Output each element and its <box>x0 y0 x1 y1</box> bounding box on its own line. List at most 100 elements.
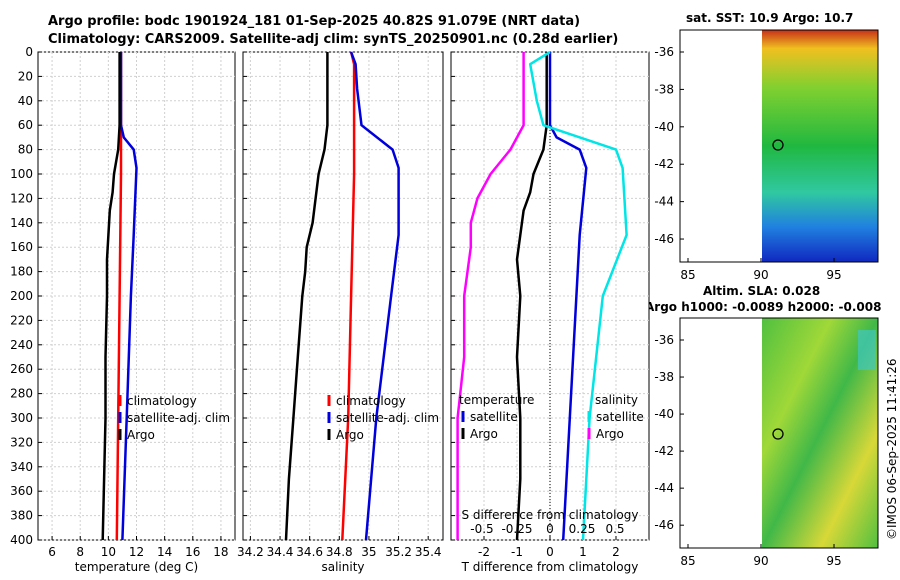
map-lat-label: -40 <box>654 120 674 134</box>
x-tick-label: 35.4 <box>415 545 442 559</box>
sla-map-title-1: Altim. SLA: 0.028 <box>703 284 821 298</box>
y-tick-label: 40 <box>18 94 33 108</box>
x-tick-label: -2 <box>478 545 490 559</box>
x-tick-label: 16 <box>185 545 200 559</box>
y-tick-label: 300 <box>10 411 33 425</box>
sst-map-title: sat. SST: 10.9 Argo: 10.7 <box>686 11 854 25</box>
x-tick-label: 12 <box>129 545 144 559</box>
map-lat-label: -42 <box>654 444 674 458</box>
map-lat-label: -40 <box>654 407 674 421</box>
y-tick-label: 140 <box>10 216 33 230</box>
legend-label: satellite-adj. clim <box>127 411 230 425</box>
sla-map-blue-patch <box>858 330 876 370</box>
series-line-argo <box>284 52 329 541</box>
x-tick-label: 14 <box>157 545 172 559</box>
figure-title-line2: Climatology: CARS2009. Satellite-adj cli… <box>48 32 619 47</box>
y-tick-label: 320 <box>10 435 33 449</box>
y-tick-label: 340 <box>10 460 33 474</box>
salinity-sub-tick-label: 0 <box>546 522 554 536</box>
imos-timestamp: ©IMOS 06-Sep-2025 11:41:26 <box>885 358 899 540</box>
y-tick-label: 20 <box>18 69 33 83</box>
series-line-salinity-argo <box>456 52 525 540</box>
x-tick-label: 6 <box>48 545 56 559</box>
chart-panel-differences: -2 -1 0 1 2T difference from climatology temp… <box>450 50 650 574</box>
salinity-sub-tick-label: 0.25 <box>569 522 596 536</box>
x-tick-label: 10 <box>101 545 116 559</box>
y-tick-label: 360 <box>10 484 33 498</box>
map-lat-label: -44 <box>654 195 674 209</box>
x-axis-label: T difference from climatology <box>461 560 639 574</box>
map-lat-label: -46 <box>654 232 674 246</box>
sla-map-border <box>679 317 879 549</box>
figure-title-line1: Argo profile: bodc 1901924_181 01-Sep-20… <box>48 14 581 29</box>
x-tick-label: 2 <box>612 545 620 559</box>
salinity-sub-tick-label: 0.5 <box>605 522 624 536</box>
map-lat-label: -36 <box>654 45 674 59</box>
y-tick-label: 240 <box>10 338 33 352</box>
map-lon-label: 95 <box>826 554 841 568</box>
map-lat-label: -46 <box>654 518 674 532</box>
map-lat-label: -38 <box>654 82 674 96</box>
series-line-climatology <box>341 51 356 541</box>
sst-map-border <box>679 29 879 263</box>
y-tick-label: 60 <box>18 118 33 132</box>
x-tick-label: 8 <box>76 545 84 559</box>
series-line-temperature-argo <box>515 52 548 541</box>
legend-label: satellite <box>470 410 518 424</box>
legend-label: Argo <box>470 427 498 441</box>
series-line-argo <box>101 52 121 541</box>
legend-label: satellite <box>596 410 644 424</box>
y-tick-label: 160 <box>10 240 33 254</box>
map-lat-label: -38 <box>654 370 674 384</box>
legend-title-temperature: temperature <box>459 393 534 407</box>
sla-map-title-2: Argo h1000: -0.0089 h2000: -0.008 <box>645 300 882 314</box>
y-tick-label: 120 <box>10 191 33 205</box>
map-lon-label: 95 <box>826 268 841 282</box>
x-tick-label: 34.4 <box>267 545 294 559</box>
y-tick-label: 100 <box>10 167 33 181</box>
map-lat-label: -36 <box>654 333 674 347</box>
y-tick-label: 180 <box>10 265 33 279</box>
sla-argo-marker <box>772 428 784 440</box>
x-tick-label: 34.8 <box>326 545 353 559</box>
salinity-sub-tick-label: -0.25 <box>501 522 532 536</box>
y-tick-label: 220 <box>10 313 33 327</box>
y-tick-label: 400 <box>10 533 33 547</box>
legend-title-salinity: salinity <box>595 393 638 407</box>
x-tick-label: 18 <box>213 545 228 559</box>
x-tick-label: 34.2 <box>237 545 264 559</box>
y-tick-label: 200 <box>10 289 33 303</box>
map-lat-label: -44 <box>654 481 674 495</box>
sst-map-field <box>762 30 878 262</box>
x-tick-label: 35 <box>361 545 376 559</box>
legend-label: Argo <box>596 427 624 441</box>
y-tick-label: 80 <box>18 143 33 157</box>
map-lon-label: 90 <box>753 268 768 282</box>
legend-label: satellite-adj. clim <box>336 411 439 425</box>
legend-label: Argo <box>336 428 364 442</box>
legend-label: climatology <box>336 394 406 408</box>
legend-label: Argo <box>127 428 155 442</box>
y-tick-label: 0 <box>25 45 33 59</box>
map-lon-label: 85 <box>680 268 695 282</box>
y-tick-label: 380 <box>10 509 33 523</box>
map-lat-label: -42 <box>654 157 674 171</box>
x-tick-label: -1 <box>511 545 523 559</box>
x-tick-label: 34.6 <box>296 545 323 559</box>
y-tick-label: 260 <box>10 362 33 376</box>
series-line-satellite-adj-clim <box>349 51 400 541</box>
salinity-sub-axis-label: S difference from climatology <box>462 508 639 522</box>
series-line-satellite-adj-clim <box>119 52 138 541</box>
map-lon-label: 85 <box>680 554 695 568</box>
x-axis-label: temperature (deg C) <box>75 560 198 574</box>
legend-label: climatology <box>127 394 197 408</box>
chart-panel-salinity: 34.2 34.4 34.6 34.8 35 35.2 35.4 salinity climat… <box>237 51 444 574</box>
x-tick-label: 1 <box>579 545 587 559</box>
y-tick-label: 280 <box>10 387 33 401</box>
x-tick-label: 0 <box>546 545 554 559</box>
map-lon-label: 90 <box>753 554 768 568</box>
x-axis-label: salinity <box>321 560 364 574</box>
series-line-salinity-satellite <box>528 50 628 541</box>
sst-argo-marker <box>772 139 784 151</box>
